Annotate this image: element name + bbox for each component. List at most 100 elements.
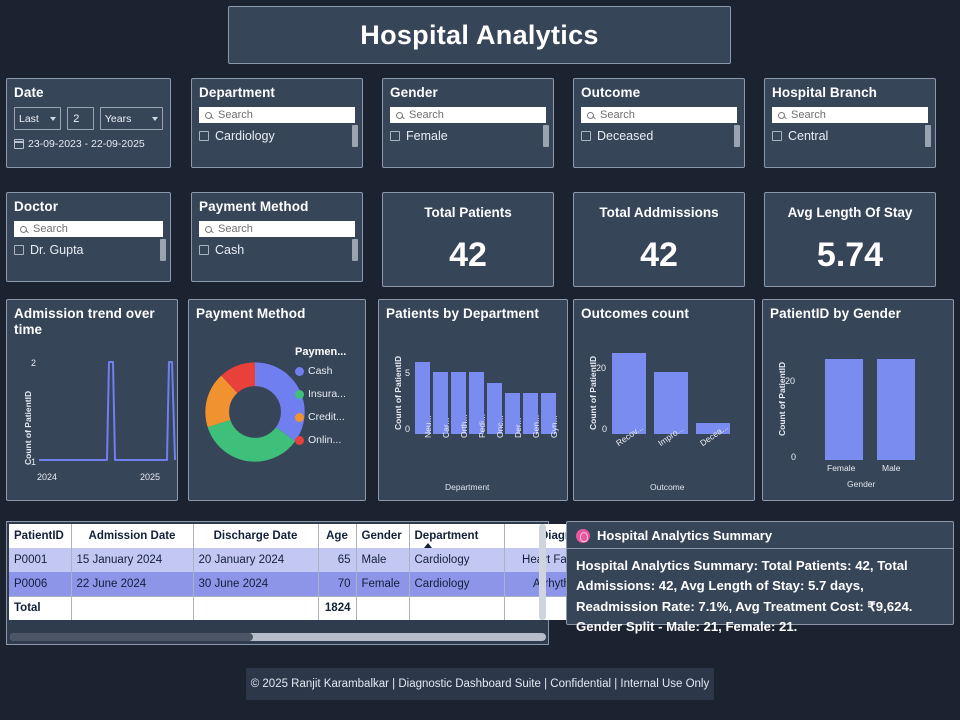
total-admission-blank <box>71 595 194 620</box>
slicer-scrollbar[interactable] <box>160 239 166 261</box>
column-header-department[interactable]: Department <box>409 524 505 548</box>
slicer-option-label: Deceased <box>597 129 654 143</box>
legend-item-online[interactable]: Onlin... <box>295 434 357 446</box>
y-axis-title: Count of PatientID <box>393 355 403 430</box>
x-axis-title: Gender <box>847 479 876 489</box>
slicer-outcome[interactable]: Outcome Search Deceased <box>573 78 745 168</box>
slicer-payment-method-title: Payment Method <box>199 199 309 214</box>
summary-card: Hospital Analytics Summary Hospital Anal… <box>566 521 954 634</box>
table-row[interactable]: P0001 15 January 2024 20 January 2024 65… <box>9 548 595 572</box>
date-units-dropdown[interactable]: Years <box>99 107 163 130</box>
checkbox[interactable] <box>199 245 209 255</box>
cell-gender: Male <box>356 548 410 572</box>
search-input-hospital-branch[interactable]: Search <box>772 107 928 123</box>
cell-admission: 15 January 2024 <box>71 548 194 572</box>
slicer-option-label: Central <box>788 129 829 143</box>
trend-line-svg <box>39 361 176 461</box>
chart-patientid-by-gender[interactable]: PatientID by Gender Count of PatientID 2… <box>762 299 954 501</box>
slicer-option-label: Female <box>406 129 448 143</box>
date-amount-input[interactable]: 2 <box>67 107 94 130</box>
column-header-gender[interactable]: Gender <box>356 524 410 548</box>
chart-admission-trend[interactable]: Admission trend over time Count of Patie… <box>6 299 178 501</box>
chart-outcomes-count[interactable]: Outcomes count Count of PatientID 20 0 R… <box>573 299 755 501</box>
y-axis-title: Count of PatientID <box>23 390 33 465</box>
slicer-date-title: Date <box>14 85 44 100</box>
table-vertical-scrollbar[interactable] <box>539 524 546 620</box>
slicer-gender[interactable]: Gender Search Female <box>382 78 554 168</box>
cell-department: Cardiology <box>409 572 505 596</box>
slicer-option-dr-gupta[interactable]: Dr. Gupta <box>14 243 163 257</box>
column-header-age[interactable]: Age <box>318 524 357 548</box>
cell-patientid: P0001 <box>9 548 72 572</box>
slicer-hospital-branch-items: Central <box>772 123 931 147</box>
slicer-option-deceased[interactable]: Deceased <box>581 129 737 143</box>
slicer-date[interactable]: Date Last 2 Years 23-09-2023 - 22-09-202… <box>6 78 171 168</box>
cell-gender: Female <box>356 572 410 596</box>
slicer-payment-method[interactable]: Payment Method Search Cash <box>191 192 363 282</box>
dashboard-title-banner: Hospital Analytics <box>228 6 731 64</box>
x-label-gynecology: Gyn... <box>549 415 559 438</box>
slicer-option-central[interactable]: Central <box>772 129 928 143</box>
scrollbar-thumb[interactable] <box>10 633 253 641</box>
search-input-doctor[interactable]: Search <box>14 221 163 237</box>
table-header-row: PatientID Admission Date Discharge Date … <box>9 524 595 548</box>
slicer-department[interactable]: Department Search Cardiology <box>191 78 363 168</box>
chart-payment-method[interactable]: Payment Method Paymen... Cash Insura... <box>188 299 366 501</box>
sort-ascending-icon <box>423 543 432 548</box>
table-row[interactable]: P0006 22 June 2024 30 June 2024 70 Femal… <box>9 572 595 596</box>
slicer-doctor-items: Dr. Gupta <box>14 237 166 261</box>
legend-item-insurance[interactable]: Insura... <box>295 388 357 400</box>
column-header-admission-date[interactable]: Admission Date <box>71 524 194 548</box>
slicer-hospital-branch[interactable]: Hospital Branch Search Central <box>764 78 936 168</box>
x-label-male: Male <box>882 463 901 473</box>
slicer-option-cardiology[interactable]: Cardiology <box>199 129 355 143</box>
total-gender-blank <box>356 595 410 620</box>
legend-item-cash[interactable]: Cash <box>295 365 357 377</box>
slicer-scrollbar[interactable] <box>925 125 931 147</box>
slicer-option-label: Cardiology <box>215 129 275 143</box>
lightbulb-icon <box>576 528 590 543</box>
date-range-display: 23-09-2023 - 22-09-2025 <box>14 138 163 150</box>
patients-table[interactable]: PatientID Admission Date Discharge Date … <box>9 524 595 620</box>
chart-patientid-by-gender-title: PatientID by Gender <box>770 306 901 321</box>
y-axis-title: Count of PatientID <box>777 361 787 436</box>
slicer-scrollbar[interactable] <box>543 125 549 147</box>
date-units-value: Years <box>104 112 132 125</box>
checkbox[interactable] <box>581 131 591 141</box>
slicer-scrollbar[interactable] <box>352 239 358 261</box>
y-tick-1: 1 <box>31 457 37 467</box>
checkbox[interactable] <box>14 245 24 255</box>
slicer-doctor[interactable]: Doctor Search Dr. Gupta <box>6 192 171 282</box>
slicer-scrollbar[interactable] <box>352 125 358 147</box>
y-tick-20: 20 <box>596 363 607 373</box>
search-input-department[interactable]: Search <box>199 107 355 123</box>
search-input-payment-method[interactable]: Search <box>199 221 355 237</box>
column-header-discharge-date[interactable]: Discharge Date <box>193 524 319 548</box>
x-label-female: Female <box>827 463 856 473</box>
chart-patients-by-department-title: Patients by Department <box>386 306 539 321</box>
checkbox[interactable] <box>390 131 400 141</box>
legend-color-swatch <box>295 389 304 399</box>
search-input-gender[interactable]: Search <box>390 107 546 123</box>
legend-label: Insura... <box>308 388 346 400</box>
bar-general <box>523 392 538 434</box>
chart-admission-trend-title: Admission trend over time <box>14 306 155 337</box>
slicer-scrollbar[interactable] <box>734 125 740 147</box>
chart-patients-by-department[interactable]: Patients by Department Count of PatientI… <box>378 299 568 501</box>
search-placeholder: Search <box>33 223 68 235</box>
x-axis-title: Outcome <box>650 482 685 492</box>
search-input-outcome[interactable]: Search <box>581 107 737 123</box>
x-tick-2024: 2024 <box>37 472 58 482</box>
slicer-option-cash[interactable]: Cash <box>199 243 355 257</box>
column-header-patientid[interactable]: PatientID <box>9 524 72 548</box>
checkbox[interactable] <box>772 131 782 141</box>
date-relative-dropdown[interactable]: Last <box>14 107 62 130</box>
table-horizontal-scrollbar[interactable] <box>10 633 546 641</box>
slicer-option-female[interactable]: Female <box>390 129 546 143</box>
summary-heading: Hospital Analytics Summary <box>597 528 773 543</box>
checkbox[interactable] <box>199 131 209 141</box>
patients-table-card[interactable]: PatientID Admission Date Discharge Date … <box>6 521 595 645</box>
line-plot-area <box>37 356 177 466</box>
legend-item-credit[interactable]: Credit... <box>295 411 357 423</box>
bar-male <box>877 358 915 460</box>
